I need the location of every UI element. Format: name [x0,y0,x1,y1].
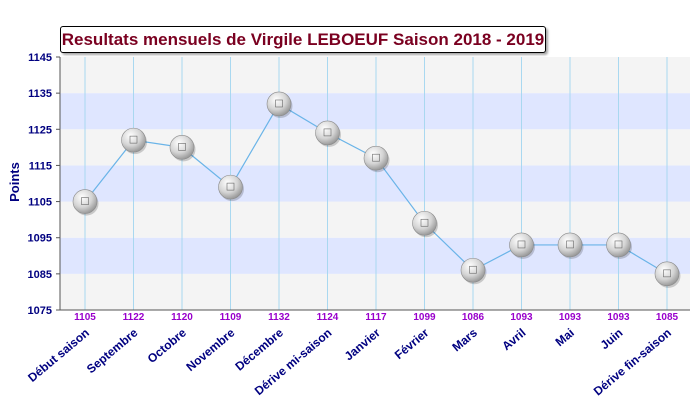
y-tick-label: 1125 [28,124,52,136]
y-axis-label: Points [7,162,22,202]
value-label: 1132 [268,312,290,323]
x-tick-label: Mars [449,325,480,354]
x-tick-label: Début saison [25,326,92,385]
chart-title: Resultats mensuels de Virgile LEBOEUF Sa… [61,29,545,49]
value-label: 1086 [462,312,485,323]
y-tick-label: 1135 [28,88,52,100]
y-tick-label: 1115 [29,160,52,172]
data-point [654,261,681,288]
grid-band [60,237,690,274]
value-label: 1117 [365,312,387,323]
chart-title-box: Resultats mensuels de Virgile LEBOEUF Sa… [60,26,546,53]
y-tick-label: 1095 [28,233,52,245]
x-tick-label: Février [392,325,432,362]
x-tick-label: Octobre [145,325,189,366]
data-point [460,257,487,285]
grid-band [60,273,690,310]
value-label: 1124 [317,312,339,323]
grid-band [60,165,690,202]
y-tick-label: 1085 [28,269,52,281]
value-label: 1093 [510,312,533,323]
y-tick-label: 1075 [28,305,52,317]
value-label: 1105 [74,312,96,323]
value-label: 1093 [559,312,582,323]
y-tick-label: 1105 [28,197,52,209]
value-label: 1120 [171,312,193,323]
value-label: 1122 [123,312,145,323]
value-label: 1109 [220,312,242,323]
x-tick-label: Mai [553,326,577,350]
data-point [557,232,584,259]
x-tick-label: Novembre [183,325,237,374]
data-point [169,135,196,162]
x-tick-label: Avril [499,326,528,354]
value-label: 1093 [607,312,630,323]
data-point [606,232,632,259]
x-tick-label: Juin [598,326,626,353]
data-point [509,232,535,259]
data-point [72,189,99,216]
data-point [363,145,390,173]
x-tick-label: Septembre [84,325,141,376]
data-point [315,120,341,147]
x-tick-label: Janvier [342,325,383,363]
value-label: 1085 [656,312,679,323]
data-point [266,91,293,118]
data-point [412,210,438,238]
value-label: 1099 [413,312,436,323]
grid-band [60,57,690,94]
grid-band [60,93,690,130]
y-tick-label: 1145 [28,52,52,64]
data-point [218,174,244,202]
grid-band [60,201,690,238]
data-point [121,127,147,155]
